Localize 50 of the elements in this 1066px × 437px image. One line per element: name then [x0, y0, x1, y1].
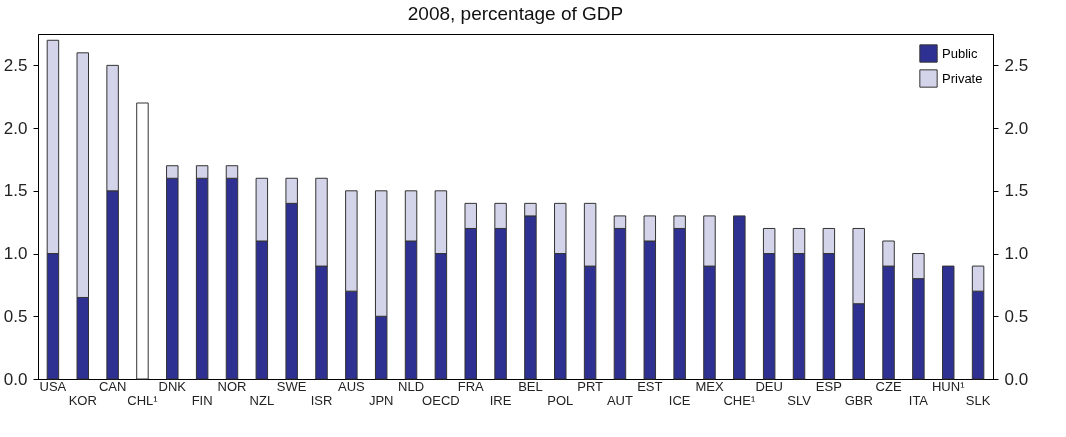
bar [733, 215, 746, 380]
y2-tick-label: 0.5 [1004, 306, 1029, 326]
x-tick-label: PRT [577, 378, 604, 394]
x-tick-label: CHE¹ [723, 392, 756, 408]
x-tick-label: FIN [191, 392, 213, 408]
y2-tick-label: 1.5 [1004, 181, 1029, 201]
legend-label: Public [942, 45, 978, 61]
x-tick-label: AUT [606, 392, 634, 408]
x-tick-label: CHL¹ [127, 392, 159, 408]
x-tick-label: JPN [368, 392, 394, 408]
x-tick-label: AUS [337, 378, 366, 394]
x-tick-label: NZL [249, 392, 275, 408]
y-tick-label: 1.5 [3, 181, 28, 201]
y2-tick-label: 2.0 [1004, 118, 1029, 138]
x-tick-label: CZE [875, 378, 902, 394]
x-tick-label: NLD [398, 378, 425, 394]
y-tick-label: 2.5 [3, 55, 28, 75]
bar [136, 102, 149, 380]
x-tick-label: ICE [668, 392, 691, 408]
x-tick-label: EST [637, 378, 663, 394]
y2-tick-label: 2.5 [1004, 55, 1029, 75]
x-tick-label: CAN [98, 378, 127, 394]
x-tick-label: SLV [787, 392, 812, 408]
y-tick-label: 0.0 [3, 369, 28, 389]
legend-label: Private [942, 70, 983, 86]
y-tick-label: 2.0 [3, 118, 28, 138]
x-tick-label: ISR [310, 392, 333, 408]
y2-tick-label: 0.0 [1004, 369, 1029, 389]
x-tick-label: OECD [422, 392, 460, 408]
x-tick-label: USA [39, 378, 67, 394]
x-tick-label: HUN¹ [931, 378, 966, 394]
bar [942, 265, 955, 380]
x-tick-label: NOR [217, 378, 247, 394]
y-tick-label: 0.5 [3, 306, 28, 326]
x-tick-label: BEL [518, 378, 543, 394]
x-tick-label: KOR [68, 392, 97, 408]
x-tick-label: ESP [815, 378, 842, 394]
chart-title: 2008, percentage of GDP [407, 3, 624, 24]
x-tick-label: GBR [844, 392, 873, 408]
x-tick-label: IRE [489, 392, 512, 408]
x-tick-label: DNK [158, 378, 187, 394]
x-tick-label: SLK [965, 392, 991, 408]
x-tick-label: MEX [695, 378, 724, 394]
y2-tick-label: 1.0 [1004, 244, 1029, 264]
x-tick-label: ITA [908, 392, 929, 408]
x-tick-label: DEU [755, 378, 783, 394]
x-tick-label: FRA [457, 378, 485, 394]
y-tick-label: 1.0 [3, 244, 28, 264]
x-tick-label: SWE [276, 378, 307, 394]
x-tick-label: POL [547, 392, 574, 408]
